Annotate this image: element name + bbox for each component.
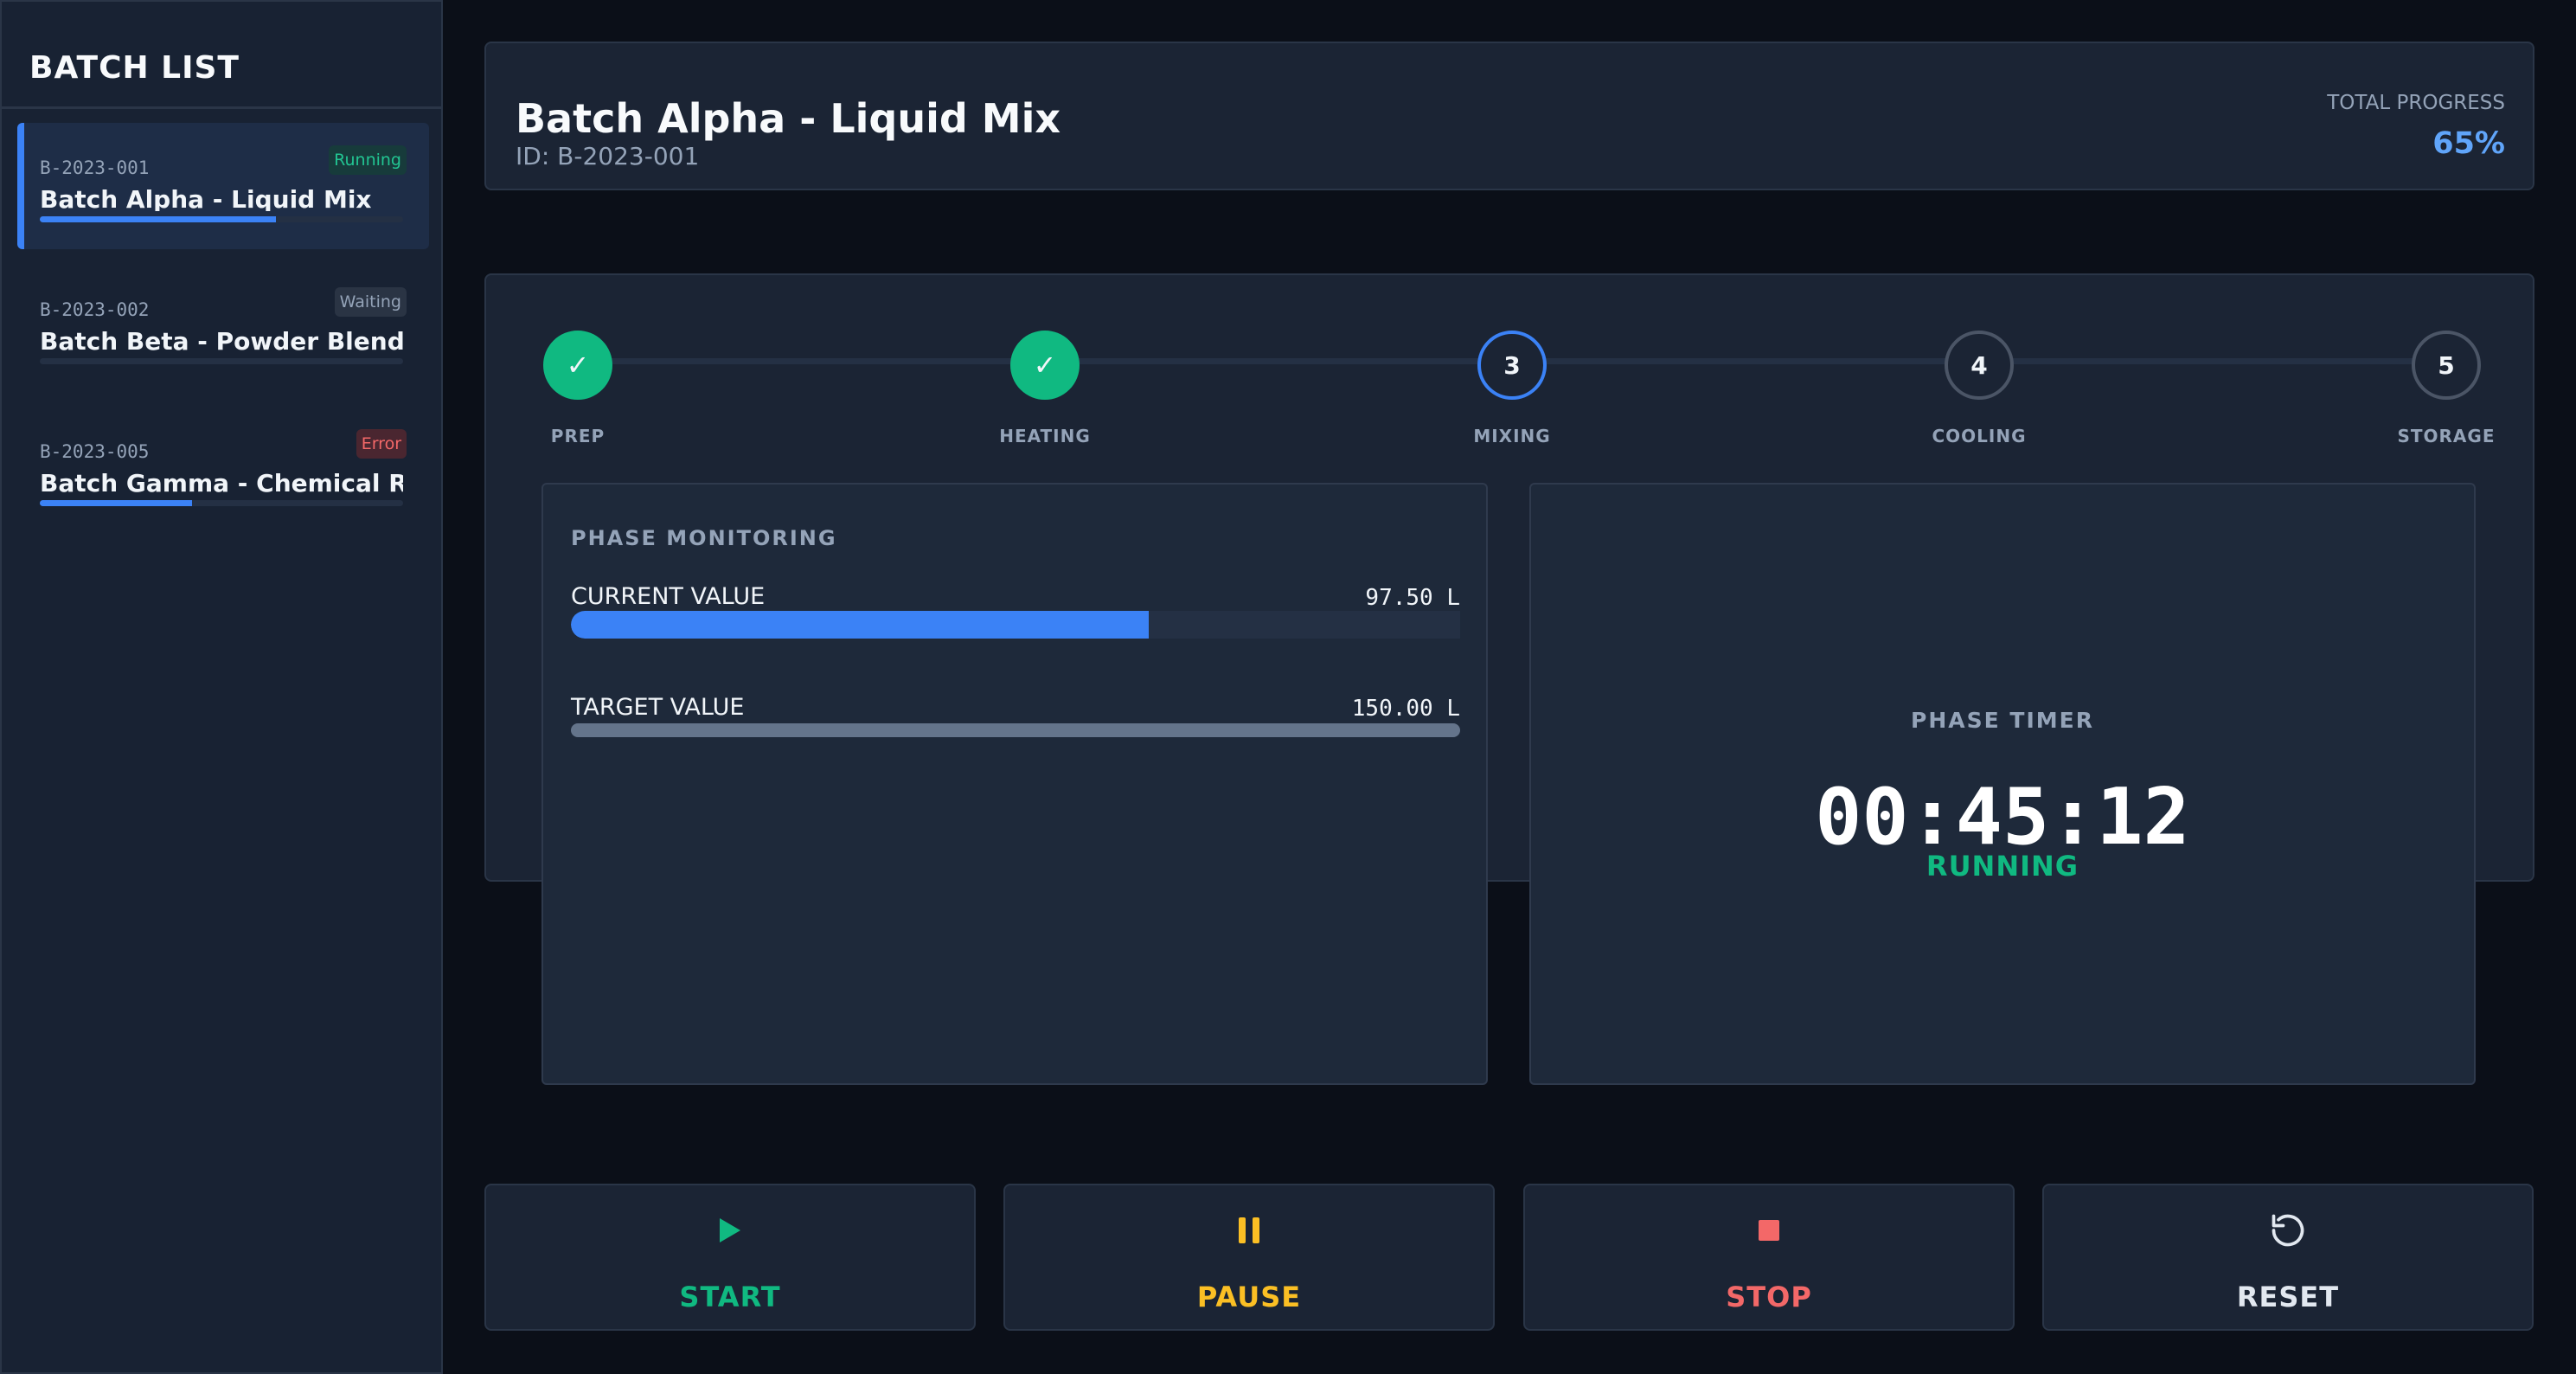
batch-id: B-2023-002 xyxy=(40,299,150,320)
batch-id: B-2023-005 xyxy=(40,441,150,462)
status-badge: Waiting xyxy=(334,287,407,317)
target-value-label: TARGET VALUE xyxy=(571,694,745,721)
batch-progress-track xyxy=(40,216,403,222)
stop-icon xyxy=(1525,1213,2013,1248)
target-value-bar xyxy=(571,723,1460,737)
stop-button[interactable]: STOP xyxy=(1523,1184,2015,1331)
sidebar-title: BATCH LIST xyxy=(29,50,240,86)
batch-progress-fill xyxy=(40,500,193,506)
reset-icon xyxy=(2044,1213,2532,1248)
batch-id: B-2023-001 xyxy=(40,157,150,178)
check-icon: ✓ xyxy=(543,331,612,400)
batch-header: Batch Alpha - Liquid Mix ID: B-2023-001 … xyxy=(484,42,2534,190)
page-title: Batch Alpha - Liquid Mix xyxy=(516,95,1061,142)
sidebar-header: BATCH LIST xyxy=(2,2,441,109)
batch-progress-fill xyxy=(40,216,276,222)
batch-id-label: ID: B-2023-001 xyxy=(516,142,700,170)
phase-monitoring-title: PHASE MONITORING xyxy=(571,526,837,550)
batch-name: Batch Gamma - Chemical Reaction xyxy=(40,469,403,495)
pause-icon xyxy=(1005,1213,1493,1248)
step-number: 4 xyxy=(1945,331,2014,400)
step-label: HEATING xyxy=(999,426,1091,446)
batch-name: Batch Alpha - Liquid Mix xyxy=(40,185,372,211)
start-button[interactable]: START xyxy=(484,1184,976,1331)
batch-progress-track xyxy=(40,358,403,364)
step-label: MIXING xyxy=(1473,426,1551,446)
batch-item-beta[interactable]: B-2023-002 Batch Beta - Powder Blend Wai… xyxy=(17,265,429,391)
batch-name: Batch Beta - Powder Blend xyxy=(40,327,403,353)
play-icon xyxy=(486,1213,974,1248)
total-progress-label: TOTAL PROGRESS xyxy=(2327,92,2505,114)
current-value-bar xyxy=(571,611,1150,639)
batch-progress-track xyxy=(40,500,403,506)
step-storage[interactable]: 5 STORAGE xyxy=(2360,331,2533,446)
step-label: PREP xyxy=(550,426,606,446)
check-icon: ✓ xyxy=(1010,331,1080,400)
status-badge: Running xyxy=(329,145,407,175)
phase-timer-status: RUNNING xyxy=(1926,850,2079,883)
current-value-track xyxy=(571,611,1460,639)
step-label: COOLING xyxy=(1932,426,2027,446)
reset-button-label: RESET xyxy=(2236,1281,2340,1313)
phase-timer-title: PHASE TIMER xyxy=(1911,708,2094,733)
total-progress-value: 65% xyxy=(2432,126,2505,161)
step-mixing[interactable]: 3 MIXING xyxy=(1426,331,1599,446)
step-label: STORAGE xyxy=(2397,426,2496,446)
phase-monitoring-panel: PHASE MONITORING CURRENT VALUE 97.50 L T… xyxy=(541,483,1488,1085)
status-badge: Error xyxy=(356,429,407,459)
step-prep[interactable]: ✓ PREP xyxy=(491,331,664,446)
pause-button-label: PAUSE xyxy=(1196,1281,1302,1313)
step-heating[interactable]: ✓ HEATING xyxy=(958,331,1131,446)
pause-button[interactable]: PAUSE xyxy=(1003,1184,1495,1331)
sidebar: BATCH LIST B-2023-001 Batch Alpha - Liqu… xyxy=(0,0,443,1374)
batch-item-gamma[interactable]: B-2023-005 Batch Gamma - Chemical Reacti… xyxy=(17,407,429,533)
phase-timer-value: 00:45:12 xyxy=(1815,772,2190,863)
current-value-label: CURRENT VALUE xyxy=(571,583,766,610)
phase-panel: ✓ PREP ✓ HEATING 3 MIXING 4 COOLING 5 ST… xyxy=(484,273,2534,1085)
batch-item-alpha[interactable]: B-2023-001 Batch Alpha - Liquid Mix Runn… xyxy=(17,123,429,249)
phase-timer-panel: PHASE TIMER 00:45:12 RUNNING xyxy=(1529,483,2476,1085)
step-number: 3 xyxy=(1477,331,1547,400)
stop-button-label: STOP xyxy=(1726,1281,1812,1313)
target-value-reading: 150.00 L xyxy=(1351,696,1460,722)
reset-button[interactable]: RESET xyxy=(2042,1184,2534,1331)
step-cooling[interactable]: 4 COOLING xyxy=(1893,331,2066,446)
step-number: 5 xyxy=(2412,331,2481,400)
current-value-reading: 97.50 L xyxy=(1365,585,1460,611)
start-button-label: START xyxy=(679,1281,781,1313)
